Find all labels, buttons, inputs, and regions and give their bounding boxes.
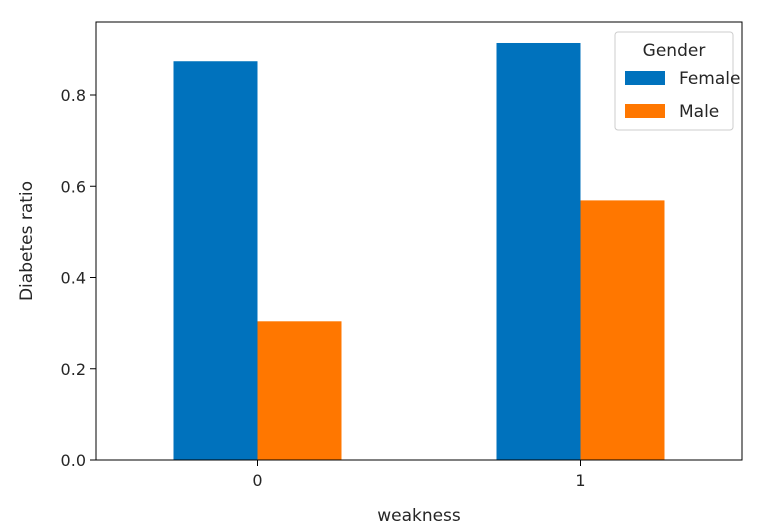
bar-male-1 <box>580 200 665 461</box>
legend-title: Gender <box>643 41 706 61</box>
x-axis-label: weakness <box>377 506 461 526</box>
legend-label-male: Male <box>679 102 719 122</box>
legend: Gender Female Male <box>614 31 740 131</box>
legend-label-female: Female <box>679 69 740 89</box>
bar-male-0 <box>257 321 342 460</box>
plot-frame <box>95 21 743 461</box>
y-axis-label: Diabetes ratio <box>17 181 37 301</box>
bar-female-0 <box>173 61 258 461</box>
y-tick-label: 0.8 <box>61 86 86 105</box>
legend-swatch-female <box>625 71 665 85</box>
y-tick-label: 0.2 <box>61 360 86 379</box>
y-axis: 0.0 0.2 0.4 0.6 0.8 <box>61 86 96 470</box>
y-tick-label: 0.4 <box>61 269 86 288</box>
y-tick-label: 0.6 <box>61 177 86 196</box>
x-tick-label: 1 <box>575 471 585 490</box>
x-tick-label: 0 <box>252 471 262 490</box>
bar-female-1 <box>496 42 581 461</box>
legend-swatch-male <box>625 104 665 118</box>
y-tick-label: 0.0 <box>61 451 86 470</box>
legend-entries: Female Male <box>625 69 740 122</box>
bars-layer <box>173 42 665 461</box>
